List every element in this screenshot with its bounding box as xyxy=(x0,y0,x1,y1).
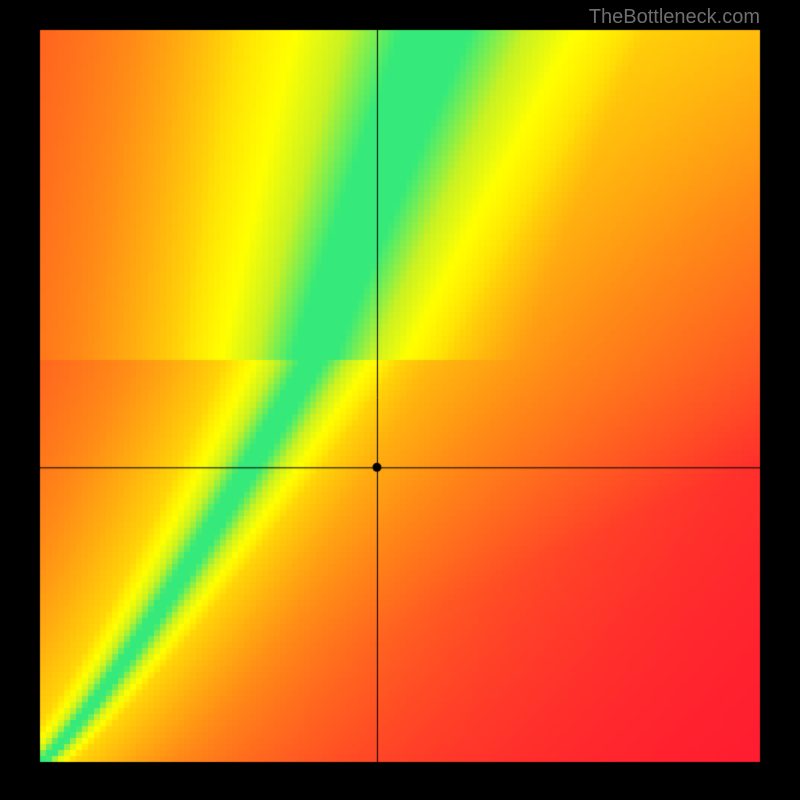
chart-container: TheBottleneck.com xyxy=(0,0,800,800)
heatmap-plot xyxy=(0,0,800,800)
watermark: TheBottleneck.com xyxy=(589,6,760,29)
